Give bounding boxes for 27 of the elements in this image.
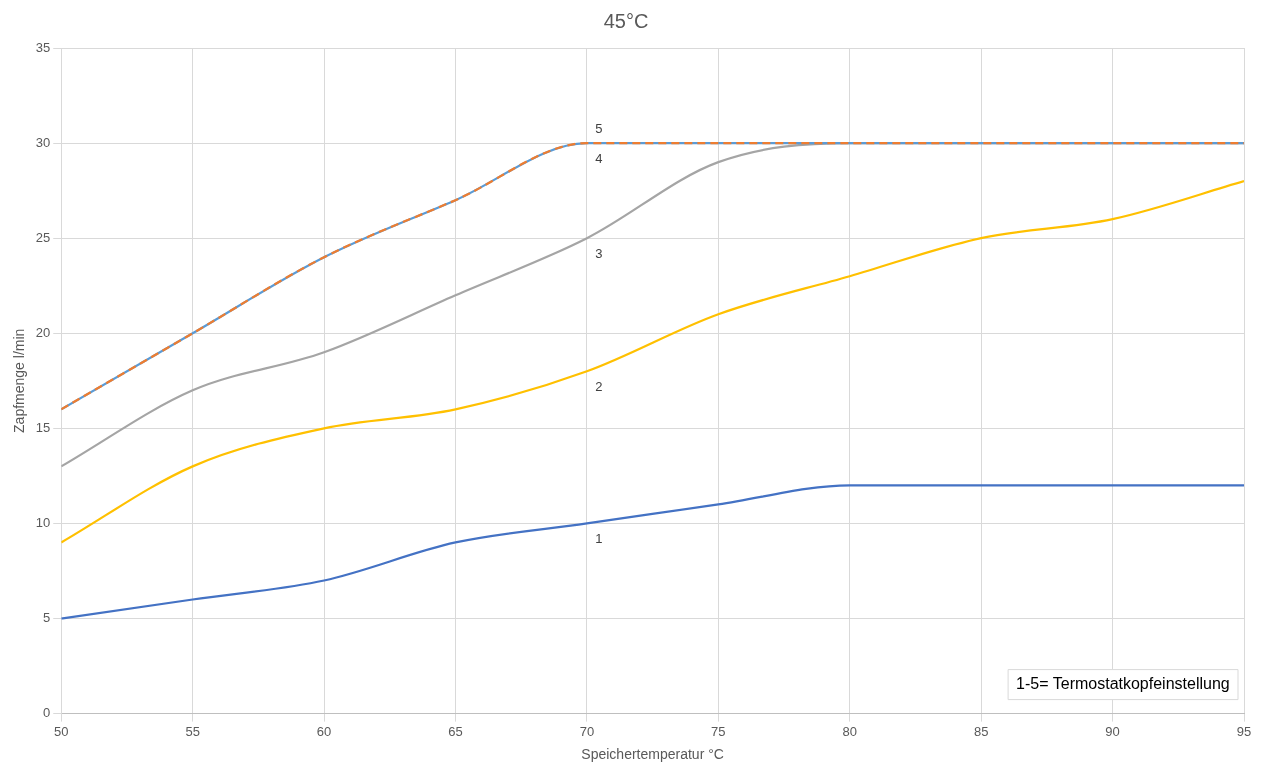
x-tick-label: 85 [973,723,989,739]
x-tick-label: 80 [842,723,857,739]
x-tick-label: 90 [1105,723,1120,739]
y-tick-label: 0 [43,705,51,721]
series-label: 1 [595,531,603,547]
y-tick-label: 15 [35,419,51,435]
x-axis-title: Speichertemperatur °C [581,746,724,763]
x-tick-label: 65 [448,723,463,739]
series-label: 5 [595,120,603,136]
series-label: 2 [595,378,603,394]
x-tick-label: 70 [579,723,595,739]
series-label: 4 [595,150,603,166]
x-tick-label: 55 [185,723,200,739]
chart-title: 45°C [603,9,649,32]
y-tick-label: 35 [35,39,51,55]
y-axis-title: Zapfmenge l/min [11,328,28,433]
y-tick-label: 25 [35,229,51,245]
series-label: 3 [595,245,603,261]
y-tick-label: 30 [35,134,51,150]
x-tick-label: 60 [316,723,332,739]
x-tick-label: 95 [1236,723,1252,739]
annotation: 1-5= Termostatkopfeinstellung [1016,675,1230,693]
x-tick-label: 75 [711,723,726,739]
y-tick-label: 10 [35,515,51,531]
x-tick-label: 50 [54,723,69,739]
y-tick-label: 20 [35,324,51,340]
y-tick-label: 5 [43,610,51,626]
